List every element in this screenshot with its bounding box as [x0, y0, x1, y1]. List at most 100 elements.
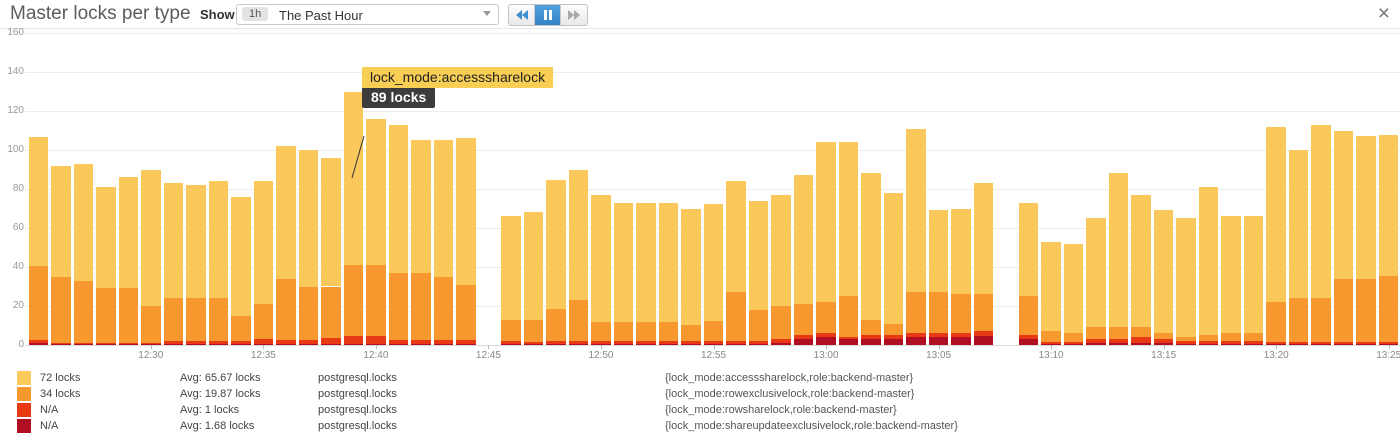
legend-current-value: 72 locks	[40, 372, 81, 384]
bar-13:18[interactable]	[1221, 216, 1241, 345]
bar-13:21[interactable]	[1288, 150, 1309, 345]
bar-12:30[interactable]	[141, 169, 161, 345]
x-tick-12:35	[263, 345, 265, 349]
bar-12:56[interactable]	[726, 181, 746, 345]
segment-rowsharelock	[928, 333, 949, 338]
segment-shareupdateexclusivelock	[96, 344, 116, 345]
segment-accesssharelock	[298, 150, 319, 287]
segment-accesssharelock	[703, 203, 724, 321]
bar-13:23[interactable]	[1333, 130, 1354, 345]
bar-13:17[interactable]	[1198, 187, 1219, 345]
segment-rowexclusivelock	[523, 319, 544, 343]
segment-rowexclusivelock	[321, 286, 341, 339]
bar-12:57[interactable]	[748, 200, 769, 345]
bar-13:14[interactable]	[1131, 194, 1151, 345]
bar-13:15[interactable]	[1153, 210, 1174, 345]
bars-layer[interactable]	[0, 29, 1400, 364]
fast-forward-button[interactable]	[561, 5, 587, 25]
bar-13:03[interactable]	[883, 192, 904, 345]
bar-12:35[interactable]	[253, 181, 274, 345]
pause-button[interactable]	[535, 5, 561, 25]
bar-12:33[interactable]	[208, 181, 229, 345]
segment-rowexclusivelock	[28, 266, 48, 341]
bar-12:32[interactable]	[186, 185, 206, 345]
segment-accesssharelock	[658, 202, 679, 322]
segment-rowsharelock	[1311, 342, 1331, 345]
x-tick-13:25	[1388, 345, 1390, 349]
bar-12:58[interactable]	[771, 194, 791, 345]
segment-rowsharelock	[231, 341, 251, 345]
bar-13:16[interactable]	[1176, 218, 1196, 345]
segment-rowexclusivelock	[973, 294, 994, 332]
bar-12:51[interactable]	[613, 202, 634, 345]
bar-12:59[interactable]	[793, 175, 814, 345]
bar-13:05[interactable]	[928, 210, 949, 345]
segment-accesssharelock	[501, 216, 521, 320]
timeframe-dropdown[interactable]: 1h The Past Hour	[236, 4, 499, 25]
bar-12:38[interactable]	[321, 157, 341, 345]
rewind-button[interactable]	[509, 5, 535, 25]
segment-rowsharelock	[1153, 339, 1174, 344]
segment-accesssharelock	[523, 212, 544, 320]
bar-12:53[interactable]	[658, 202, 679, 345]
bar-12:27[interactable]	[73, 163, 94, 345]
bar-13:12[interactable]	[1086, 218, 1106, 345]
bar-12:31[interactable]	[163, 183, 184, 345]
segment-rowsharelock	[906, 333, 926, 338]
bar-12:26[interactable]	[51, 165, 71, 345]
bar-13:22[interactable]	[1311, 124, 1331, 345]
legend-row-rowexclusivelock[interactable]: 34 locks Avg: 19.87 locks postgresql.locks…	[0, 386, 1400, 402]
bar-12:44[interactable]	[456, 138, 476, 345]
bar-13:19[interactable]	[1243, 216, 1264, 345]
legend-row-rowsharelock[interactable]: N/A Avg: 1 locks postgresql.locks {lock_mod…	[0, 402, 1400, 418]
close-icon[interactable]: ×	[1377, 2, 1390, 25]
bar-12:39[interactable]	[343, 91, 364, 345]
bar-13:06[interactable]	[951, 208, 971, 345]
bar-12:47[interactable]	[523, 212, 544, 345]
segment-accesssharelock	[681, 209, 701, 325]
bar-12:40[interactable]	[366, 118, 386, 345]
bar-12:43[interactable]	[433, 140, 454, 345]
bar-13:02[interactable]	[861, 173, 881, 345]
segment-rowexclusivelock	[1108, 327, 1129, 340]
bar-12:42[interactable]	[411, 140, 431, 345]
legend-row-accesssharelock[interactable]: 72 locks Avg: 65.67 locks postgresql.locks…	[0, 370, 1400, 386]
y-axis-label-60: 60	[12, 222, 24, 233]
bar-12:25[interactable]	[28, 137, 48, 345]
bar-13:01[interactable]	[838, 142, 859, 345]
bar-13:09[interactable]	[1018, 202, 1039, 345]
segment-rowexclusivelock	[658, 321, 679, 342]
bar-13:11[interactable]	[1063, 243, 1084, 345]
segment-rowexclusivelock	[951, 294, 971, 334]
bar-13:25[interactable]	[1378, 135, 1399, 345]
bar-12:29[interactable]	[118, 177, 139, 345]
bar-13:10[interactable]	[1041, 241, 1061, 345]
bar-12:46[interactable]	[501, 216, 521, 345]
segment-shareupdateexclusivelock	[928, 337, 949, 345]
bar-13:24[interactable]	[1356, 136, 1376, 345]
bar-13:07[interactable]	[973, 183, 994, 345]
segment-rowsharelock	[411, 340, 431, 345]
bar-13:04[interactable]	[906, 128, 926, 345]
x-tick-12:50	[600, 345, 602, 349]
bar-12:37[interactable]	[298, 150, 319, 345]
bar-13:00[interactable]	[816, 142, 836, 345]
segment-rowexclusivelock	[366, 265, 386, 337]
bar-13:13[interactable]	[1108, 173, 1129, 345]
segment-shareupdateexclusivelock	[1041, 344, 1061, 345]
bar-12:41[interactable]	[388, 124, 409, 345]
legend-row-shareupdateexclusivelock[interactable]: N/A Avg: 1.68 locks postgresql.locks {lock_…	[0, 418, 1400, 434]
bar-12:34[interactable]	[231, 196, 251, 345]
gridline-80	[25, 189, 1400, 190]
segment-shareupdateexclusivelock	[1378, 344, 1399, 345]
bar-12:50[interactable]	[591, 194, 611, 345]
bar-12:28[interactable]	[96, 187, 116, 345]
bar-12:36[interactable]	[276, 146, 296, 345]
bar-12:54[interactable]	[681, 209, 701, 345]
bar-12:52[interactable]	[636, 202, 656, 345]
bar-12:49[interactable]	[568, 169, 589, 345]
bar-12:48[interactable]	[546, 180, 566, 345]
bar-12:55[interactable]	[703, 203, 724, 345]
bar-13:20[interactable]	[1266, 126, 1286, 345]
segment-shareupdateexclusivelock	[186, 344, 206, 345]
